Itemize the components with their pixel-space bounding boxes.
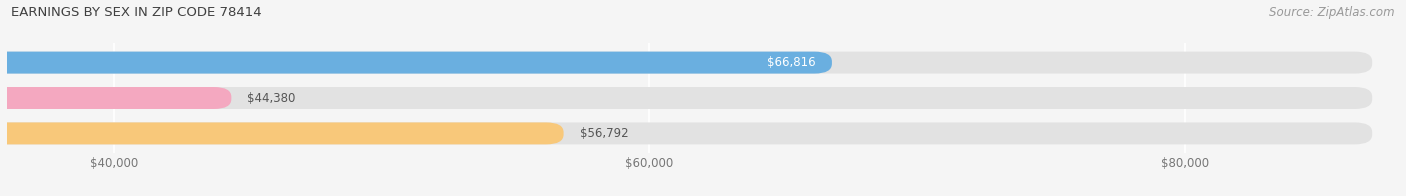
Text: $56,792: $56,792 [579,127,628,140]
Text: Source: ZipAtlas.com: Source: ZipAtlas.com [1270,6,1395,19]
Text: EARNINGS BY SEX IN ZIP CODE 78414: EARNINGS BY SEX IN ZIP CODE 78414 [11,6,262,19]
PathPatch shape [0,122,564,144]
PathPatch shape [0,87,232,109]
PathPatch shape [0,52,1372,74]
PathPatch shape [0,52,832,74]
Text: $66,816: $66,816 [768,56,815,69]
PathPatch shape [0,122,1372,144]
Text: $44,380: $44,380 [247,92,295,104]
PathPatch shape [0,87,1372,109]
